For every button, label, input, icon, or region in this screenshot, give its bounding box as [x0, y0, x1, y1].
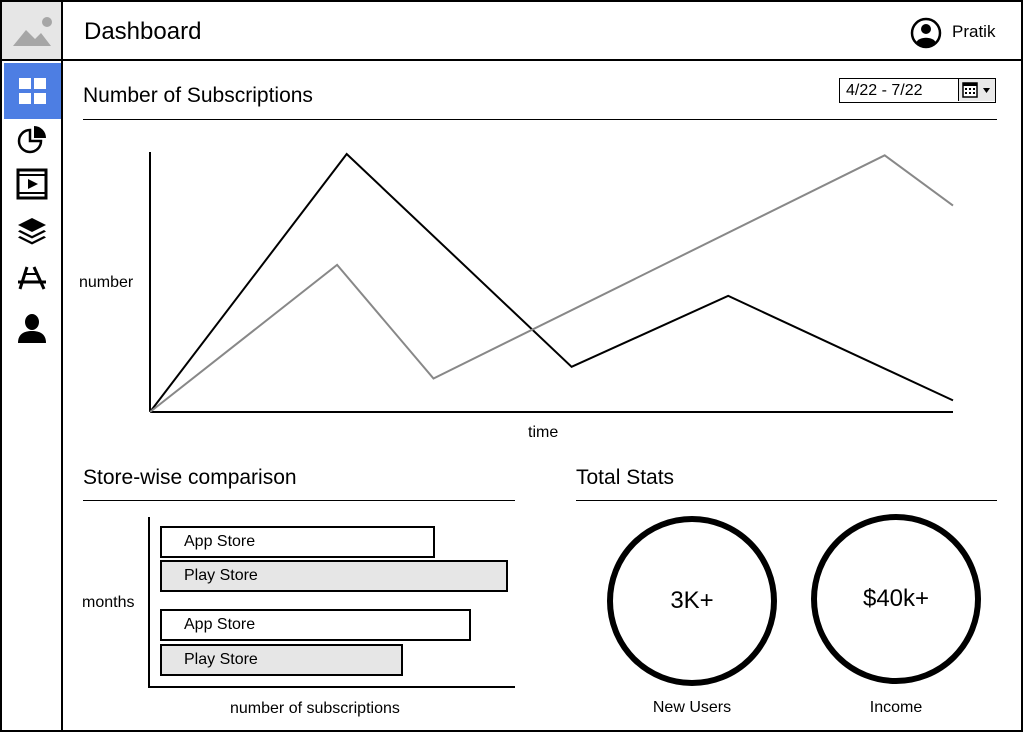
sidebar-item-app-store[interactable]	[16, 262, 48, 294]
subscriptions-line-chart	[149, 152, 954, 413]
bar-play-store-1: Play Store	[160, 560, 508, 592]
calendar-icon	[962, 82, 990, 98]
new-users-stat: 3K+	[607, 516, 777, 686]
sidebar	[2, 2, 63, 730]
x-axis-label: time	[528, 424, 559, 441]
sidebar-item-videos[interactable]	[16, 168, 48, 200]
stat-label: New Users	[652, 699, 732, 716]
app-store-icon	[18, 266, 46, 290]
image-placeholder-icon	[13, 17, 52, 46]
page-title: Dashboard	[84, 18, 202, 45]
user-name[interactable]: Pratik	[952, 22, 996, 41]
sidebar-item-analytics[interactable]	[16, 124, 48, 156]
stat-value: 3K+	[670, 587, 714, 614]
stat-label: Income	[869, 699, 923, 716]
subscriptions-title: Number of Subscriptions	[83, 84, 313, 107]
y-axis-label: number	[79, 274, 134, 291]
bar-app-store-1: App Store	[160, 526, 435, 558]
income-stat: $40k+	[811, 514, 981, 684]
pie-chart-icon	[17, 126, 46, 154]
store-comparison-divider	[83, 500, 515, 501]
chevron-down-icon	[983, 88, 990, 93]
date-range-picker[interactable]: 4/22 - 7/22	[839, 78, 996, 103]
bar-label: App Store	[184, 616, 256, 633]
bar-x-axis	[148, 686, 515, 688]
bar-app-store-2: App Store	[160, 609, 471, 641]
subscriptions-divider	[83, 119, 997, 120]
bar-play-store-2: Play Store	[160, 644, 403, 676]
stat-value: $40k+	[862, 585, 930, 612]
date-range-value: 4/22 - 7/22	[846, 82, 923, 99]
logo	[2, 2, 61, 61]
bar-label: App Store	[184, 533, 256, 550]
bar-y-axis-label: months	[82, 594, 135, 611]
user-icon	[18, 314, 46, 343]
calendar-button[interactable]	[958, 79, 995, 101]
sidebar-item-layers[interactable]	[16, 215, 48, 247]
layers-icon	[18, 218, 46, 245]
bar-x-axis-label: number of subscriptions	[230, 700, 400, 717]
sidebar-item-dashboard[interactable]	[4, 63, 61, 119]
total-stats-title: Total Stats	[576, 466, 675, 489]
series-line-1	[149, 152, 954, 413]
store-comparison-title: Store-wise comparison	[83, 466, 297, 489]
video-icon	[16, 168, 48, 200]
bar-y-axis	[148, 517, 150, 688]
sidebar-item-users[interactable]	[16, 312, 48, 344]
bar-label: Play Store	[184, 651, 258, 668]
series-line-2	[149, 154, 954, 413]
avatar-icon[interactable]	[910, 17, 942, 49]
dashboard-grid-icon	[19, 78, 46, 104]
bar-label: Play Store	[184, 567, 258, 584]
total-stats-divider	[576, 500, 997, 501]
top-bar: Dashboard Pratik	[63, 2, 1021, 61]
